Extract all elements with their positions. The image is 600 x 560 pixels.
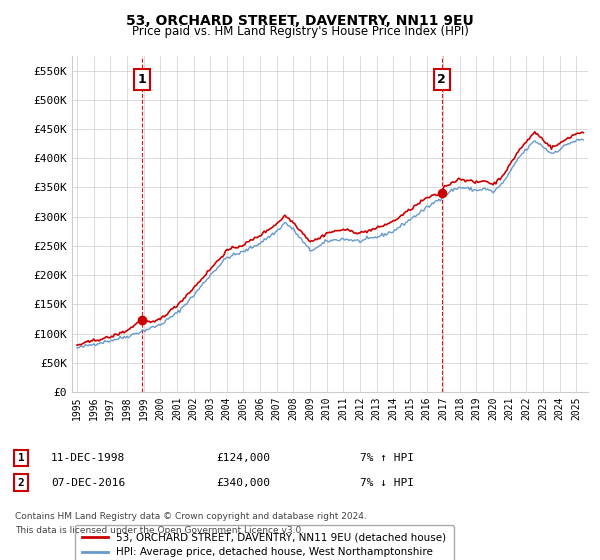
Text: This data is licensed under the Open Government Licence v3.0.: This data is licensed under the Open Gov…	[15, 526, 304, 535]
Text: 1: 1	[17, 453, 25, 463]
Text: 7% ↑ HPI: 7% ↑ HPI	[360, 453, 414, 463]
Text: 11-DEC-1998: 11-DEC-1998	[51, 453, 125, 463]
Text: Price paid vs. HM Land Registry's House Price Index (HPI): Price paid vs. HM Land Registry's House …	[131, 25, 469, 38]
Legend: 53, ORCHARD STREET, DAVENTRY, NN11 9EU (detached house), HPI: Average price, det: 53, ORCHARD STREET, DAVENTRY, NN11 9EU (…	[74, 525, 454, 560]
Text: 7% ↓ HPI: 7% ↓ HPI	[360, 478, 414, 488]
Text: 53, ORCHARD STREET, DAVENTRY, NN11 9EU: 53, ORCHARD STREET, DAVENTRY, NN11 9EU	[126, 14, 474, 28]
Text: 2: 2	[437, 73, 446, 86]
Text: 07-DEC-2016: 07-DEC-2016	[51, 478, 125, 488]
Text: 2: 2	[17, 478, 25, 488]
Text: Contains HM Land Registry data © Crown copyright and database right 2024.: Contains HM Land Registry data © Crown c…	[15, 512, 367, 521]
Text: £340,000: £340,000	[216, 478, 270, 488]
Text: £124,000: £124,000	[216, 453, 270, 463]
Text: 1: 1	[138, 73, 146, 86]
